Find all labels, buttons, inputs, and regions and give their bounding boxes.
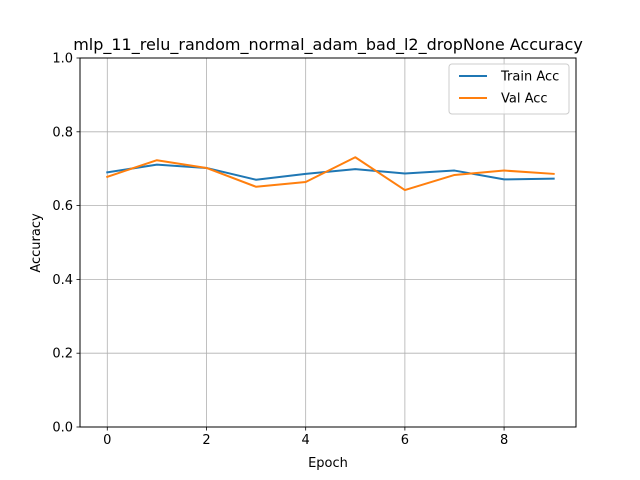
plot-area-frame <box>79 57 577 428</box>
chart-title: mlp_11_relu_random_normal_adam_bad_l2_dr… <box>73 35 583 55</box>
x-tick-label: 4 <box>302 433 310 448</box>
x-tick-label: 6 <box>401 433 409 448</box>
y-tick-label: 0.4 <box>52 273 73 288</box>
series-line-1 <box>106 163 555 181</box>
y-tick-label: 0.2 <box>52 347 73 362</box>
x-tick-label: 8 <box>500 433 508 448</box>
legend-label-2: Val Acc <box>501 92 548 107</box>
y-tick-label: 0.8 <box>52 125 73 140</box>
x-tick-label: 0 <box>103 433 111 448</box>
y-tick-label: 0.6 <box>52 199 73 214</box>
x-axis-label: Epoch <box>308 456 348 471</box>
y-tick-label: 0.0 <box>52 421 73 436</box>
legend-label-1: Train Acc <box>500 70 559 85</box>
y-tick-label: 1.0 <box>52 52 73 67</box>
series-lines <box>106 156 555 192</box>
axis-ticks: 0 2 4 6 8 0.0 0.2 0.4 0.6 0.8 1.0 <box>52 52 508 449</box>
legend: Train Acc Val Acc <box>448 63 570 115</box>
y-axis-label: Accuracy <box>29 213 44 273</box>
series-line-2 <box>106 156 555 192</box>
x-tick-label: 2 <box>202 433 210 448</box>
